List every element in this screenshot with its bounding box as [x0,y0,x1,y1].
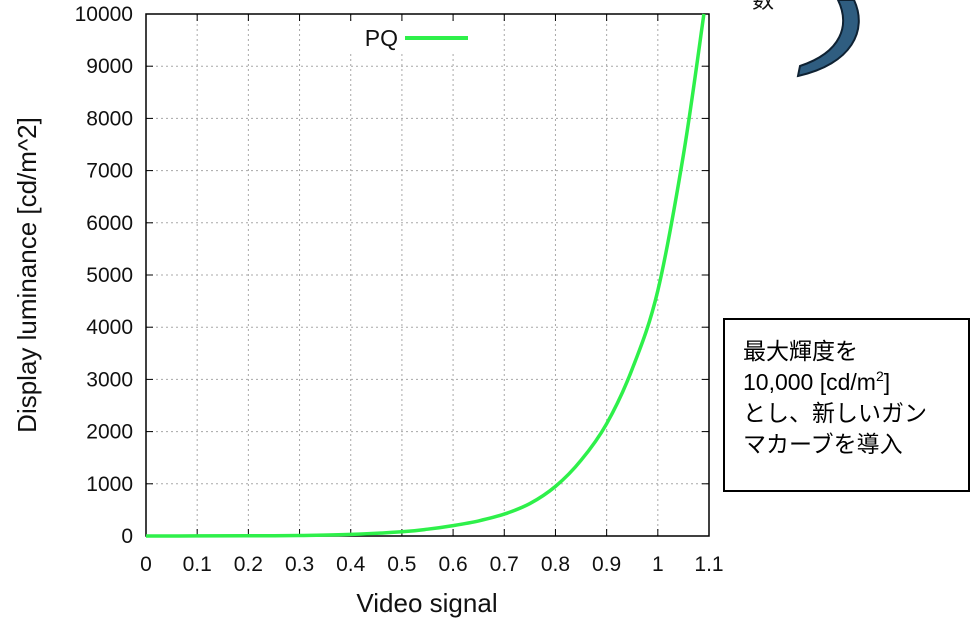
x-tick-label: 1.1 [694,553,723,576]
callout-line-2-suffix: ] [883,369,891,395]
y-tick-label: 9000 [86,55,133,78]
x-tick-label: 1 [652,553,664,576]
grid [145,13,710,537]
x-tick-label: 0.9 [592,553,621,576]
y-axis-title: Display luminance [cd/m^2] [12,117,42,433]
callout-line-2: 10,000 [cd/m2] [743,367,958,398]
legend-label-pq: PQ [365,25,398,51]
curved-arrow-icon [796,0,860,78]
x-tick-label: 0.5 [387,553,416,576]
callout-line-3: とし、新しいガン [743,400,927,426]
x-axis-title: Video signal [356,588,497,618]
y-tick-label: 10000 [75,3,133,26]
callout-box: 最大輝度を 10,000 [cd/m2] とし、新しいガン マカーブを導入 [723,318,970,492]
legend: PQ [338,22,472,52]
series-line-pq [145,13,706,538]
y-tick-label: 0 [121,525,133,548]
plot-border [145,13,710,537]
series-group [145,13,706,538]
callout-line-4: マカーブを導入 [743,431,903,457]
y-tick-labels: 0 1000 2000 3000 4000 5000 6000 7000 8000 9000 100… [75,3,133,548]
decoration: 数 [752,0,860,78]
y-tick-label: 4000 [86,316,133,339]
y-tick-label: 3000 [86,368,133,391]
callout-line-2-prefix: 10,000 [cd/m [743,369,876,395]
y-tick-label: 2000 [86,421,133,444]
y-tick-label: 8000 [86,107,133,130]
x-tick-label: 0.7 [490,553,519,576]
x-tick-label: 0.1 [183,553,212,576]
x-tick-label: 0.3 [285,553,314,576]
cropped-glyph: 数 [752,0,774,14]
plot-frame [145,13,710,537]
y-tick-label: 7000 [86,160,133,183]
x-tick-label: 0.6 [438,553,467,576]
x-tick-label: 0.4 [336,553,366,576]
y-tick-label: 1000 [86,473,133,496]
x-tick-label: 0.2 [234,553,263,576]
x-tick-label: 0 [140,553,152,576]
x-tick-label: 0.8 [541,553,570,576]
y-tick-label: 6000 [86,212,133,235]
y-tick-label: 5000 [86,264,133,287]
callout-line-1: 最大輝度を [743,338,858,364]
callout-superscript: 2 [875,368,884,384]
x-tick-labels: 0 0.1 0.2 0.3 0.4 0.5 0.6 0.7 0.8 0.9 1 1.1 [140,553,723,576]
